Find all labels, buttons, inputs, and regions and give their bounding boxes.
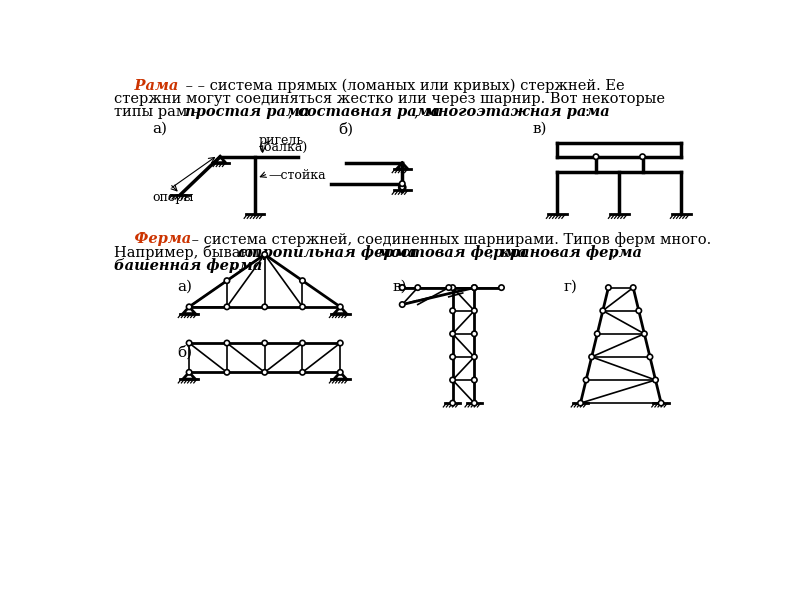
Circle shape xyxy=(594,331,600,337)
Circle shape xyxy=(630,285,636,290)
Circle shape xyxy=(224,278,230,283)
Circle shape xyxy=(446,285,451,290)
Circle shape xyxy=(642,331,647,337)
Circle shape xyxy=(450,285,455,290)
Text: Рама: Рама xyxy=(114,79,178,93)
Circle shape xyxy=(583,377,589,383)
Text: Например, бывают: Например, бывают xyxy=(114,245,270,260)
Text: ,: , xyxy=(366,245,376,259)
Circle shape xyxy=(224,304,230,310)
Circle shape xyxy=(472,400,477,406)
Circle shape xyxy=(450,354,455,359)
Circle shape xyxy=(450,331,455,337)
Circle shape xyxy=(472,331,477,337)
Circle shape xyxy=(472,285,477,290)
Text: ,: , xyxy=(611,245,616,259)
Text: (балка): (балка) xyxy=(259,141,307,154)
Text: а): а) xyxy=(153,122,168,136)
Text: Ферма: Ферма xyxy=(114,232,191,246)
Circle shape xyxy=(186,304,192,310)
Text: в): в) xyxy=(533,122,547,136)
Text: простая рама: простая рама xyxy=(186,105,310,119)
Circle shape xyxy=(399,285,405,290)
Circle shape xyxy=(600,308,606,313)
Text: ,: , xyxy=(489,245,498,259)
Circle shape xyxy=(300,340,305,346)
Text: многоэтажная рама: многоэтажная рама xyxy=(424,105,610,119)
Circle shape xyxy=(399,184,406,190)
Text: в): в) xyxy=(393,280,407,294)
Text: а): а) xyxy=(178,280,193,294)
Circle shape xyxy=(300,304,305,310)
Circle shape xyxy=(606,285,611,290)
Circle shape xyxy=(498,285,504,290)
Text: опоры: опоры xyxy=(153,191,194,205)
Text: ,: , xyxy=(414,105,423,119)
Circle shape xyxy=(186,370,192,375)
Text: ригель: ригель xyxy=(259,134,304,146)
Text: :: : xyxy=(584,105,590,119)
Circle shape xyxy=(578,400,583,406)
Text: мостовая ферма: мостовая ферма xyxy=(378,245,527,260)
Circle shape xyxy=(300,278,305,283)
Circle shape xyxy=(262,304,267,310)
Circle shape xyxy=(399,181,405,187)
Circle shape xyxy=(300,370,305,375)
Circle shape xyxy=(658,400,664,406)
Circle shape xyxy=(338,304,343,310)
Text: – – система прямых (ломаных или кривых) стержней. Ее: – – система прямых (ломаных или кривых) … xyxy=(182,79,625,94)
Text: башенная ферма: башенная ферма xyxy=(114,259,262,274)
Text: стропильная ферма: стропильная ферма xyxy=(238,245,417,260)
Circle shape xyxy=(653,377,658,383)
Circle shape xyxy=(647,354,653,359)
Circle shape xyxy=(338,370,343,375)
Circle shape xyxy=(450,377,455,383)
Text: б): б) xyxy=(178,346,193,359)
Circle shape xyxy=(399,285,405,290)
Circle shape xyxy=(594,154,598,160)
Circle shape xyxy=(450,308,455,313)
Text: б): б) xyxy=(338,122,354,136)
Circle shape xyxy=(472,308,477,313)
Circle shape xyxy=(640,154,646,160)
Circle shape xyxy=(186,340,192,346)
Circle shape xyxy=(472,285,477,290)
Text: – система стержней, соединенных шарнирами. Типов ферм много.: – система стержней, соединенных шарнирам… xyxy=(187,232,711,247)
Circle shape xyxy=(262,370,267,375)
Text: г): г) xyxy=(563,280,578,294)
Circle shape xyxy=(224,370,230,375)
Text: крановая ферма: крановая ферма xyxy=(500,245,642,260)
Circle shape xyxy=(589,354,594,359)
Circle shape xyxy=(636,308,642,313)
Circle shape xyxy=(262,252,267,257)
Circle shape xyxy=(262,340,267,346)
Text: стержни могут соединяться жестко или через шарнир. Вот некоторые: стержни могут соединяться жестко или чер… xyxy=(114,92,665,106)
Text: —стойка: —стойка xyxy=(269,169,326,182)
Circle shape xyxy=(415,285,421,290)
Circle shape xyxy=(472,354,477,359)
Text: типы рам –: типы рам – xyxy=(114,105,204,119)
Text: ,: , xyxy=(287,105,297,119)
Circle shape xyxy=(399,302,405,307)
Circle shape xyxy=(224,340,230,346)
Text: составная рама: составная рама xyxy=(298,105,440,119)
Circle shape xyxy=(338,340,343,346)
Circle shape xyxy=(450,400,455,406)
Circle shape xyxy=(472,377,477,383)
Text: :: : xyxy=(230,259,235,272)
